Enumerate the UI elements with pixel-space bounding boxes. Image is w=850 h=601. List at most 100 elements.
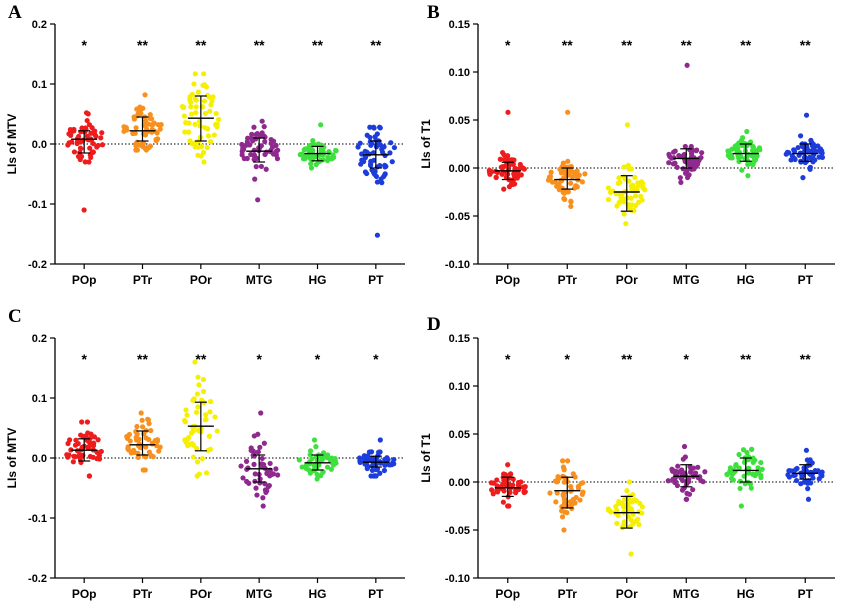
data-point xyxy=(254,130,260,137)
data-point xyxy=(190,397,196,403)
data-point xyxy=(631,207,637,214)
data-point xyxy=(501,186,507,192)
data-point xyxy=(215,116,222,123)
data-point xyxy=(391,144,398,151)
data-point xyxy=(307,448,314,454)
data-point xyxy=(624,488,630,494)
data-point xyxy=(745,173,751,179)
data-point xyxy=(251,152,258,158)
data-point xyxy=(124,433,130,440)
data-point xyxy=(183,120,189,126)
data-point xyxy=(557,166,563,172)
data-point xyxy=(553,499,559,505)
data-point xyxy=(548,169,554,175)
data-point xyxy=(146,420,152,427)
data-point xyxy=(636,521,642,528)
data-point xyxy=(607,189,614,196)
data-point xyxy=(139,417,145,423)
data-point xyxy=(695,464,701,470)
data-point xyxy=(615,512,621,519)
data-point xyxy=(574,168,580,174)
data-point xyxy=(575,483,581,490)
data-point xyxy=(205,92,211,98)
data-point xyxy=(130,447,137,453)
data-point xyxy=(240,475,246,481)
data-point xyxy=(144,129,150,135)
data-point xyxy=(374,466,381,472)
data-point xyxy=(313,444,319,450)
data-point xyxy=(565,458,571,464)
data-point xyxy=(624,122,630,128)
data-point xyxy=(502,163,508,169)
data-point xyxy=(191,81,197,87)
data-point xyxy=(693,470,699,476)
data-point xyxy=(95,437,101,443)
data-point xyxy=(318,122,324,128)
data-point xyxy=(520,484,526,490)
data-point xyxy=(190,442,197,448)
data-point xyxy=(508,471,514,477)
data-point xyxy=(561,527,567,533)
data-point xyxy=(328,466,335,472)
data-point xyxy=(251,124,257,130)
data-point xyxy=(388,140,394,146)
data-point xyxy=(621,174,627,180)
x-tick-label: PT xyxy=(798,273,814,287)
data-point xyxy=(205,126,211,132)
data-point xyxy=(800,472,806,478)
data-point xyxy=(373,144,380,150)
data-point xyxy=(678,179,684,185)
data-point xyxy=(182,437,188,443)
data-point xyxy=(675,463,681,469)
data-point xyxy=(367,162,374,168)
data-point xyxy=(79,444,85,450)
data-point xyxy=(372,473,378,479)
x-tick-label: PTr xyxy=(133,273,153,287)
data-point xyxy=(257,444,263,450)
significance-mark: ** xyxy=(800,351,811,367)
data-point xyxy=(207,446,214,452)
data-point xyxy=(372,134,378,140)
data-point xyxy=(184,412,190,418)
y-tick-label: 0.0 xyxy=(32,139,47,151)
data-point xyxy=(377,437,383,443)
data-point xyxy=(361,453,367,459)
data-point xyxy=(148,427,154,434)
data-point xyxy=(805,496,812,502)
data-point xyxy=(552,179,558,185)
data-point xyxy=(143,121,149,127)
data-point xyxy=(208,102,214,108)
data-point xyxy=(815,143,821,149)
data-point xyxy=(84,419,91,425)
data-point xyxy=(270,151,277,157)
data-point xyxy=(816,154,822,160)
data-point xyxy=(632,174,638,180)
data-point xyxy=(156,448,162,454)
y-tick-label: -0.1 xyxy=(28,513,47,525)
data-point xyxy=(810,159,816,165)
data-point xyxy=(131,114,137,120)
y-axis-label: LIs of MTV xyxy=(5,428,19,489)
data-point xyxy=(690,487,696,493)
y-tick-label: 0.2 xyxy=(32,19,47,31)
data-point xyxy=(622,496,628,502)
data-point xyxy=(80,137,86,143)
data-point xyxy=(682,454,688,460)
data-point xyxy=(306,467,312,473)
data-point xyxy=(84,117,90,124)
data-point xyxy=(510,476,516,482)
data-point xyxy=(311,437,318,443)
data-point xyxy=(251,156,257,163)
data-point xyxy=(389,159,395,165)
data-point xyxy=(308,161,314,167)
data-point xyxy=(700,479,706,485)
x-tick-label: PT xyxy=(368,273,384,287)
data-point xyxy=(738,154,744,160)
x-tick-label: POp xyxy=(72,587,97,601)
x-tick-label: POr xyxy=(616,587,638,601)
data-point xyxy=(203,84,210,90)
data-point xyxy=(493,174,499,180)
data-point xyxy=(199,456,205,462)
data-point xyxy=(90,149,96,155)
data-point xyxy=(148,116,155,122)
